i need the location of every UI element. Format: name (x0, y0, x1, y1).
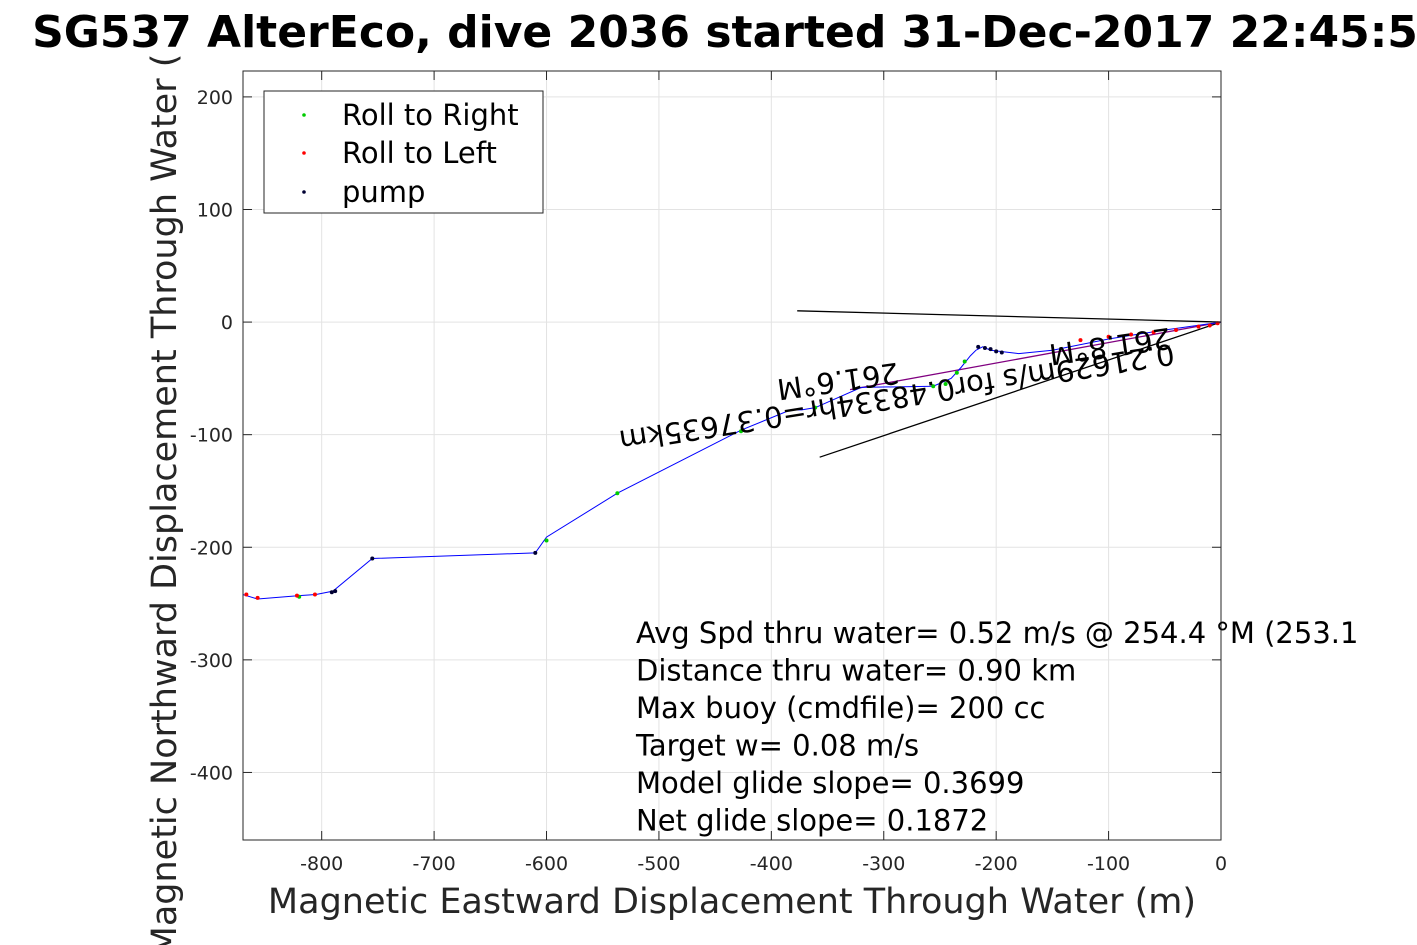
roll-left-point (1196, 324, 1201, 329)
x-tick-label: -400 (750, 853, 793, 875)
roll-left-point (1129, 332, 1134, 337)
stats-annotation: Avg Spd thru water= 0.52 m/s @ 254.4 °M … (635, 616, 1358, 838)
legend: Roll to Right Roll to Left pump (263, 90, 544, 214)
roll-left-point (1174, 327, 1179, 332)
stats-line: Avg Spd thru water= 0.52 m/s @ 254.4 °M … (636, 616, 1358, 650)
x-tick-label: 0 (1215, 853, 1227, 875)
x-tick-label: -100 (1087, 853, 1130, 875)
stats-line: Model glide slope= 0.3699 (636, 766, 1024, 800)
pump-point (994, 349, 999, 354)
x-tick-label: -600 (525, 853, 568, 875)
roll-left-point (244, 592, 249, 597)
legend-marker-roll-right (302, 113, 306, 117)
stats-line: Distance thru water= 0.90 km (636, 654, 1076, 688)
x-axis-label: Magnetic Eastward Displacement Through W… (268, 882, 1196, 922)
stats-line: Net glide slope= 0.1872 (636, 804, 988, 838)
current-vector-line (819, 321, 1221, 458)
roll-left-point (1106, 334, 1111, 339)
chart-title: SG537 AlterEco, dive 2036 started 31-Dec… (32, 7, 1417, 58)
stats-line: Target w= 0.08 m/s (635, 729, 919, 763)
legend-marker-pump (302, 190, 306, 194)
pump-point (988, 347, 993, 352)
y-tick-label: -400 (190, 762, 233, 784)
y-tick-label: 200 (197, 87, 233, 109)
legend-box (263, 90, 544, 214)
y-tick-label: -200 (190, 537, 233, 559)
grid (243, 71, 1222, 840)
legend-label-pump: pump (342, 175, 425, 209)
roll-right-point (954, 370, 959, 375)
roll-right-point (544, 538, 549, 543)
pump-point (976, 344, 981, 349)
roll-left-point (255, 595, 260, 600)
tick-labels: -800 -700 -600 -500 -400 -300 -200 -100 0 200 100 0… (190, 87, 1227, 875)
pump-point (333, 589, 338, 594)
roll-right-point (615, 491, 620, 496)
y-tick-label: 100 (197, 199, 233, 221)
pump-point (370, 556, 375, 561)
current-vector-line (797, 310, 1221, 323)
x-tick-label: -700 (413, 853, 456, 875)
roll-left-point (312, 592, 317, 597)
x-tick-label: -500 (637, 853, 680, 875)
roll-right-point (738, 429, 743, 434)
plot-frame (242, 70, 1222, 841)
stats-line: Max buoy (cmdfile)= 200 cc (636, 691, 1045, 725)
y-tick-label: -100 (190, 425, 233, 447)
roll-left-point (294, 593, 299, 598)
legend-marker-roll-left (302, 151, 306, 155)
pump-point (999, 350, 1004, 355)
tick-marks (243, 71, 1222, 840)
pump-point (982, 345, 987, 350)
y-axis-label: Magnetic Northward Displacement Through … (145, 54, 185, 945)
roll-left-point (1151, 330, 1156, 335)
roll-left-point (1078, 338, 1083, 343)
legend-label-roll-right: Roll to Right (342, 98, 519, 132)
pump-point (533, 550, 538, 555)
pump-point (329, 590, 334, 595)
roll-left-point (1207, 323, 1212, 328)
x-tick-label: -300 (862, 853, 905, 875)
x-tick-label: -200 (975, 853, 1018, 875)
y-tick-label: -300 (190, 650, 233, 672)
roll-right-point (962, 359, 967, 364)
x-tick-label: -800 (300, 853, 343, 875)
plot-content (243, 310, 1221, 600)
roll-right-point (943, 382, 948, 387)
current-vector-line (849, 321, 1221, 391)
roll-right-point (813, 405, 818, 410)
legend-label-roll-left: Roll to Left (342, 136, 497, 170)
y-tick-label: 0 (221, 312, 233, 334)
roll-right-point (931, 384, 936, 389)
track-line (243, 321, 1221, 600)
